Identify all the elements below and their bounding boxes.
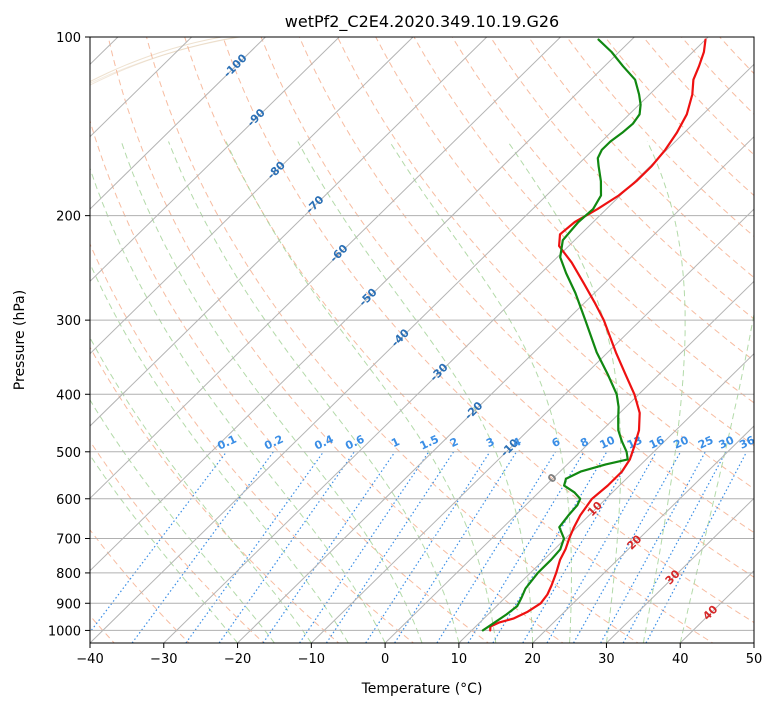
mixing-ratio-line [522,451,635,643]
mixing-ratio-line [467,451,585,643]
background-curves [90,37,244,86]
mixing-ratio-label: 36 [737,433,757,451]
y-axis-label: Pressure (hPa) [12,290,28,390]
y-tick-label: 900 [56,597,81,612]
y-tick-label: 600 [56,493,81,508]
dewpoint-line [481,38,642,632]
isotherm-line [90,37,193,138]
x-tick-label: −20 [224,652,251,667]
x-tick-label: −40 [76,652,103,667]
pressure-gridlines [90,37,754,631]
isotherm-line [458,352,754,643]
isotherm-line [163,63,754,643]
isotherm-line [236,135,754,643]
mixing-ratio-label: 25 [696,433,715,451]
temperature-line [489,38,707,632]
mixing-ratio-label: 10 [598,433,618,451]
sounding-series [481,38,707,632]
mixing-ratio-line [262,451,396,643]
mixing-ratio-line [394,451,518,643]
isotherm-line [90,37,709,643]
mixing-ratio-lines [90,451,748,643]
isotherm-line [90,37,636,572]
isotherm-line [310,208,754,643]
y-tick-label: 800 [56,567,81,582]
plot-frame [89,36,755,644]
isotherm-line [90,37,414,355]
x-tick-label: 20 [524,652,541,667]
isotherm-line [90,37,488,427]
x-tick-label: 0 [381,652,389,667]
mixing-ratio-line [622,451,727,643]
isotherm-line [90,37,267,210]
x-tick-label: 40 [672,652,689,667]
mixing-ratio-label: 30 [717,433,737,451]
isotherm-lines [90,37,754,643]
isotherm-line [90,37,340,283]
x-tick-label: −30 [150,652,177,667]
chart-title: wetPf2_C2E4.2020.349.10.19.G26 [285,12,559,32]
dry-adiabat [298,37,754,534]
dry-adiabat [375,37,754,447]
x-tick-label: −10 [298,652,325,667]
dry-adiabat [337,37,754,490]
isotherm-line [605,497,754,643]
mixing-ratio-line [299,451,430,643]
mixing-ratio-line [600,451,706,643]
y-tick-label: 400 [56,388,81,403]
dry-adiabat [184,37,714,643]
y-axis-ticks: 1000 900 800 700 600 500 400 300 200 100 [48,31,90,639]
mixing-ratio-line [185,451,324,643]
dry-adiabat [90,119,490,643]
isotherm-line [531,425,754,643]
y-tick-label: 200 [56,210,81,225]
dry-adiabat [260,37,754,578]
mixing-ratio-label: 20 [671,433,691,451]
background-arc [90,37,242,86]
x-tick-label: 10 [451,652,468,667]
background-arc [90,37,244,84]
background-arc [90,37,225,83]
plot-area: -100-90-80-70-60-50-40-30-20-10010203040… [90,37,757,643]
y-tick-label: 700 [56,533,81,548]
mixing-ratio-label: 16 [647,433,667,451]
x-axis-ticks: −40 −30 −20 −10 0 10 20 30 40 50 [76,643,762,667]
y-tick-label: 100 [56,31,81,46]
y-tick-label: 1000 [48,624,81,639]
isotherm-line [90,37,562,500]
mixing-ratio-line [436,451,556,643]
x-tick-label: 30 [598,652,615,667]
x-axis-label: Temperature (°C) [361,681,483,697]
mixing-ratio-line [645,451,748,643]
isotherm-line [384,280,754,643]
mixing-ratio-line [573,451,682,643]
mixing-ratio-line [218,451,355,643]
y-tick-label: 300 [56,314,81,329]
y-tick-label: 500 [56,446,81,461]
x-tick-label: 50 [746,652,763,667]
